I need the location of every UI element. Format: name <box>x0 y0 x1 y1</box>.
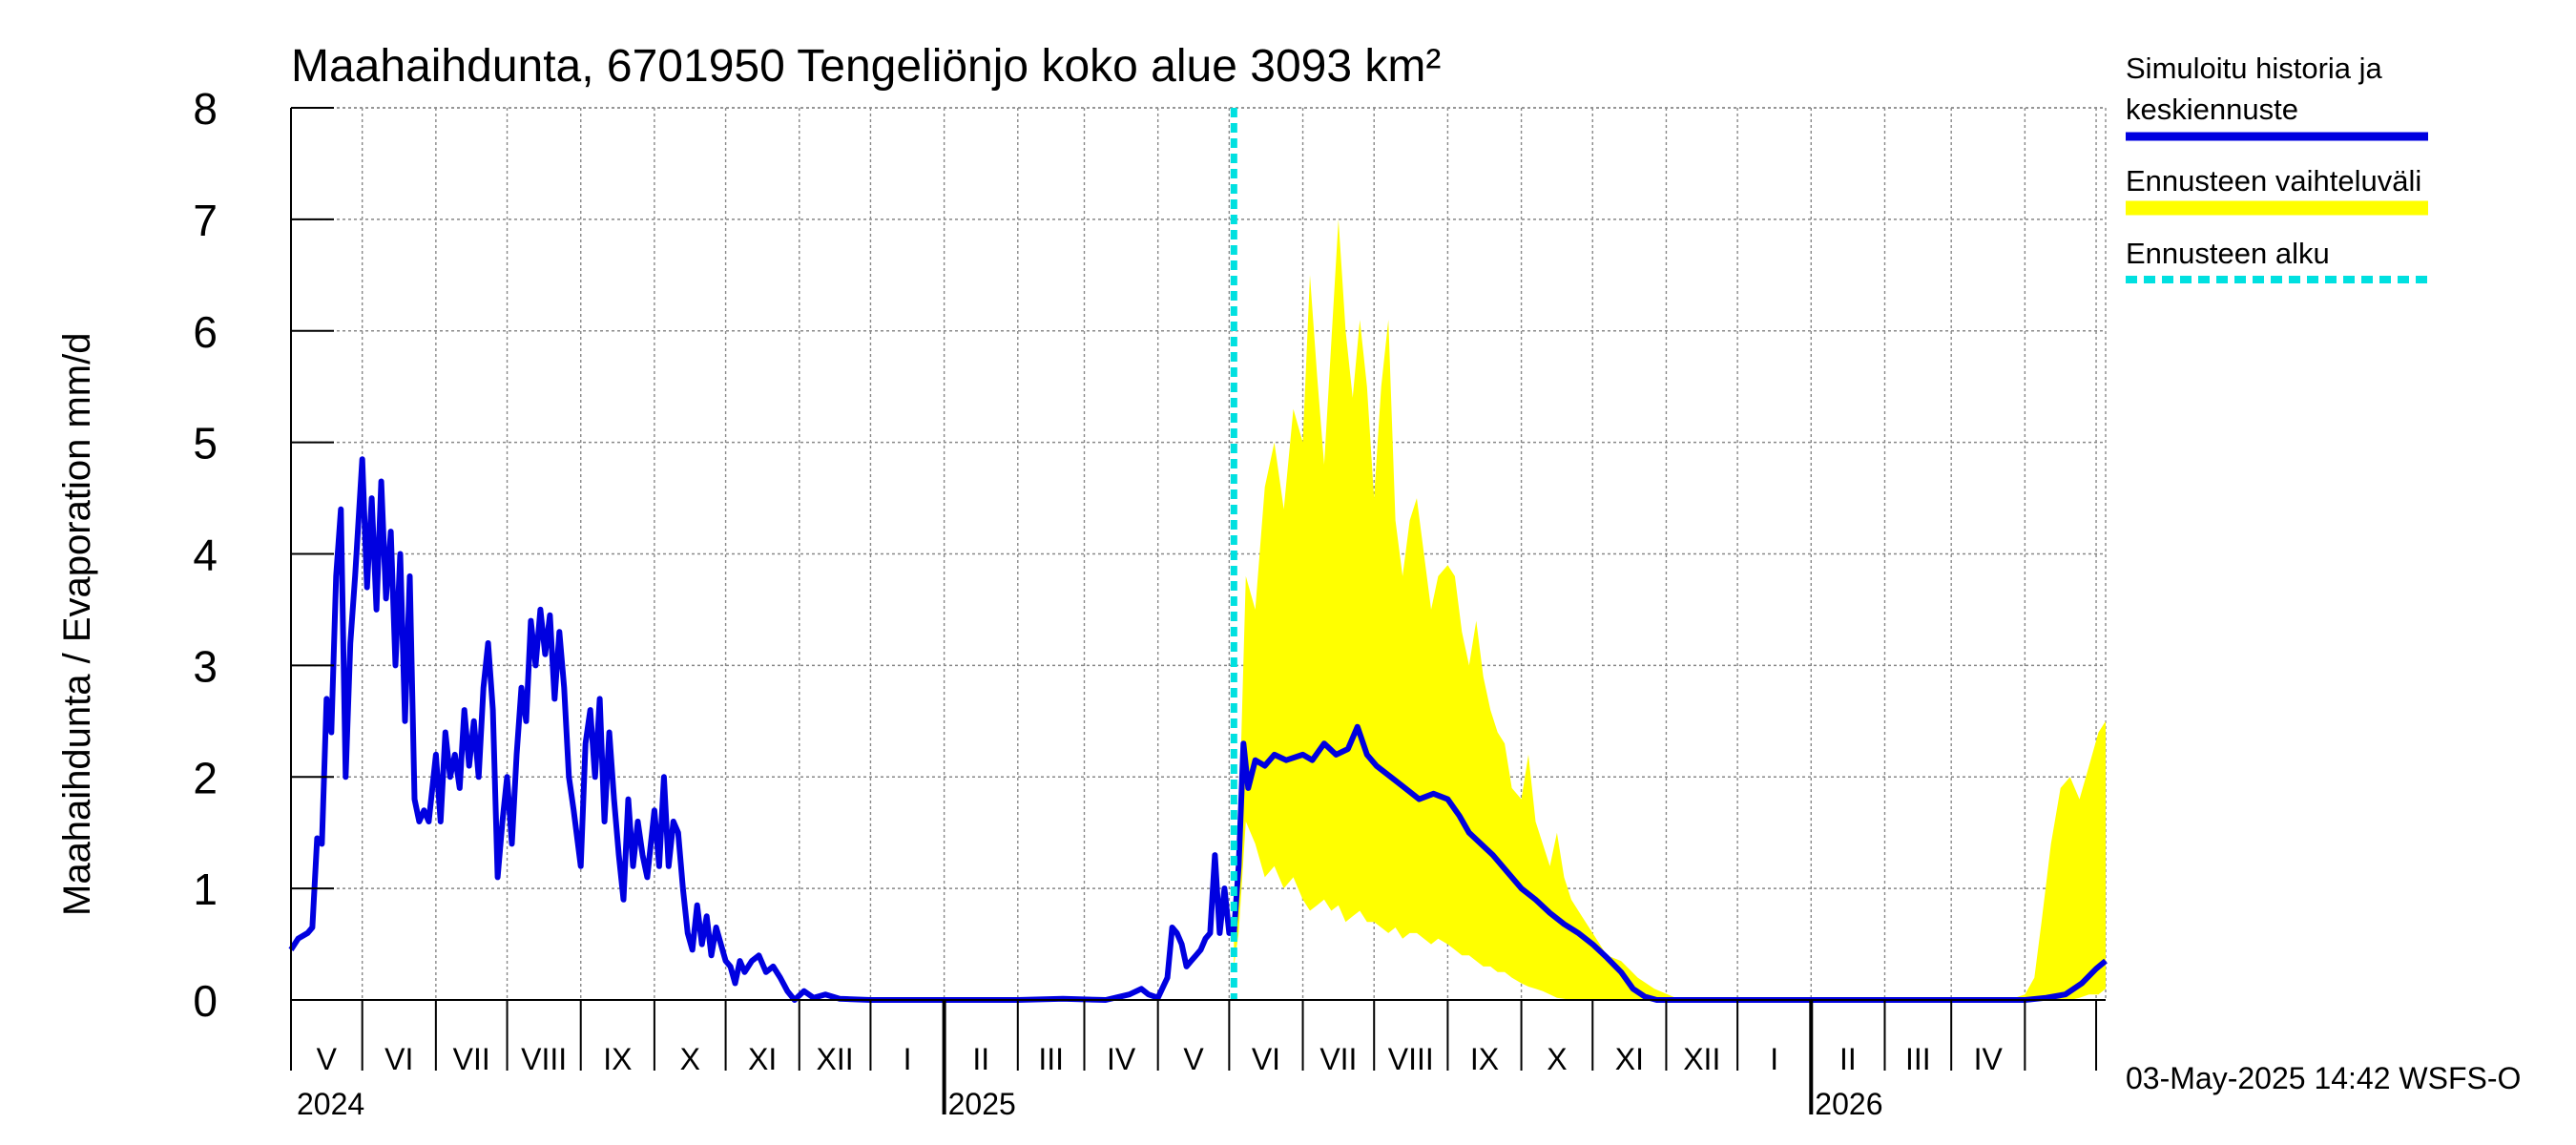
month-label: IX <box>1470 1042 1499 1076</box>
month-label: II <box>972 1042 989 1076</box>
y-tick-label: 5 <box>193 419 218 468</box>
month-label: IV <box>1974 1042 2004 1076</box>
y-tick-labels: 0 1 2 3 4 5 6 7 8 <box>193 84 218 1026</box>
month-label: V <box>317 1042 338 1076</box>
month-label: XII <box>1683 1042 1720 1076</box>
y-axis-label: Maahaihdunta / Evaporation mm/d <box>56 333 98 916</box>
y-tick-label: 4 <box>193 531 218 580</box>
legend-label-simulated: Simuloitu historia ja <box>2126 52 2383 85</box>
month-label: I <box>904 1042 912 1076</box>
month-label: XI <box>748 1042 777 1076</box>
month-label: III <box>1905 1042 1931 1076</box>
y-tick-label: 0 <box>193 976 218 1026</box>
legend-label-simulated: keskiennuste <box>2126 93 2298 126</box>
month-label: IV <box>1107 1042 1136 1076</box>
y-tick-label: 8 <box>193 84 218 134</box>
month-label: X <box>1547 1042 1567 1076</box>
series-layer <box>288 456 2108 1003</box>
month-label: II <box>1839 1042 1857 1076</box>
x-tick-labels: V VI VII VIII IX X XI XII I II III IV V VI VII VIII IX X X… <box>297 1042 2004 1121</box>
legend-label-forecast-start: Ennusteen alku <box>2126 237 2330 270</box>
grid-lines <box>291 107 2107 1000</box>
y-tick-label: 7 <box>193 196 218 245</box>
month-label: I <box>1770 1042 1778 1076</box>
month-label: VII <box>453 1042 490 1076</box>
series-line-simulated <box>288 456 2108 1003</box>
month-label: VIII <box>521 1042 567 1076</box>
forecast-range-band <box>1234 219 2106 1000</box>
y-tick-label: 6 <box>193 307 218 357</box>
month-label: IX <box>603 1042 632 1076</box>
chart-title: Maahaihdunta, 6701950 Tengeliönjo koko a… <box>291 41 1441 92</box>
month-label: VI <box>1252 1042 1280 1076</box>
month-label: V <box>1183 1042 1204 1076</box>
legend-label-range: Ennusteen vaihteluväli <box>2126 164 2421 198</box>
month-label: VIII <box>1388 1042 1434 1076</box>
month-label: XI <box>1615 1042 1644 1076</box>
forecast-range-area <box>1234 219 2106 1000</box>
year-label: 2025 <box>948 1087 1016 1121</box>
axes <box>290 107 2106 1114</box>
year-label: 2024 <box>297 1087 364 1121</box>
month-label: VII <box>1319 1042 1357 1076</box>
footer-timestamp: 03-May-2025 14:42 WSFS-O <box>2126 1061 2521 1095</box>
y-tick-label: 2 <box>193 753 218 802</box>
y-tick-label: 3 <box>193 641 218 691</box>
legend: Simuloitu historia ja keskiennuste Ennuste… <box>2126 52 2428 283</box>
month-label: XII <box>817 1042 854 1076</box>
month-label: X <box>680 1042 700 1076</box>
month-label: III <box>1038 1042 1064 1076</box>
month-label: VI <box>384 1042 413 1076</box>
y-tick-label: 1 <box>193 864 218 914</box>
year-label: 2026 <box>1815 1087 1882 1121</box>
